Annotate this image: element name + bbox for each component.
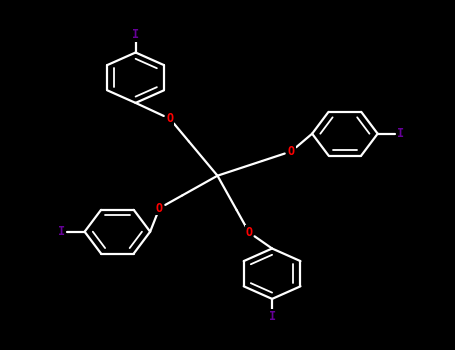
Text: I: I [132,28,139,42]
Text: O: O [288,145,295,158]
Text: I: I [268,310,276,323]
Text: O: O [167,112,173,125]
Text: I: I [58,225,66,238]
Text: O: O [156,202,163,215]
Text: I: I [397,127,404,140]
Text: O: O [246,226,253,239]
